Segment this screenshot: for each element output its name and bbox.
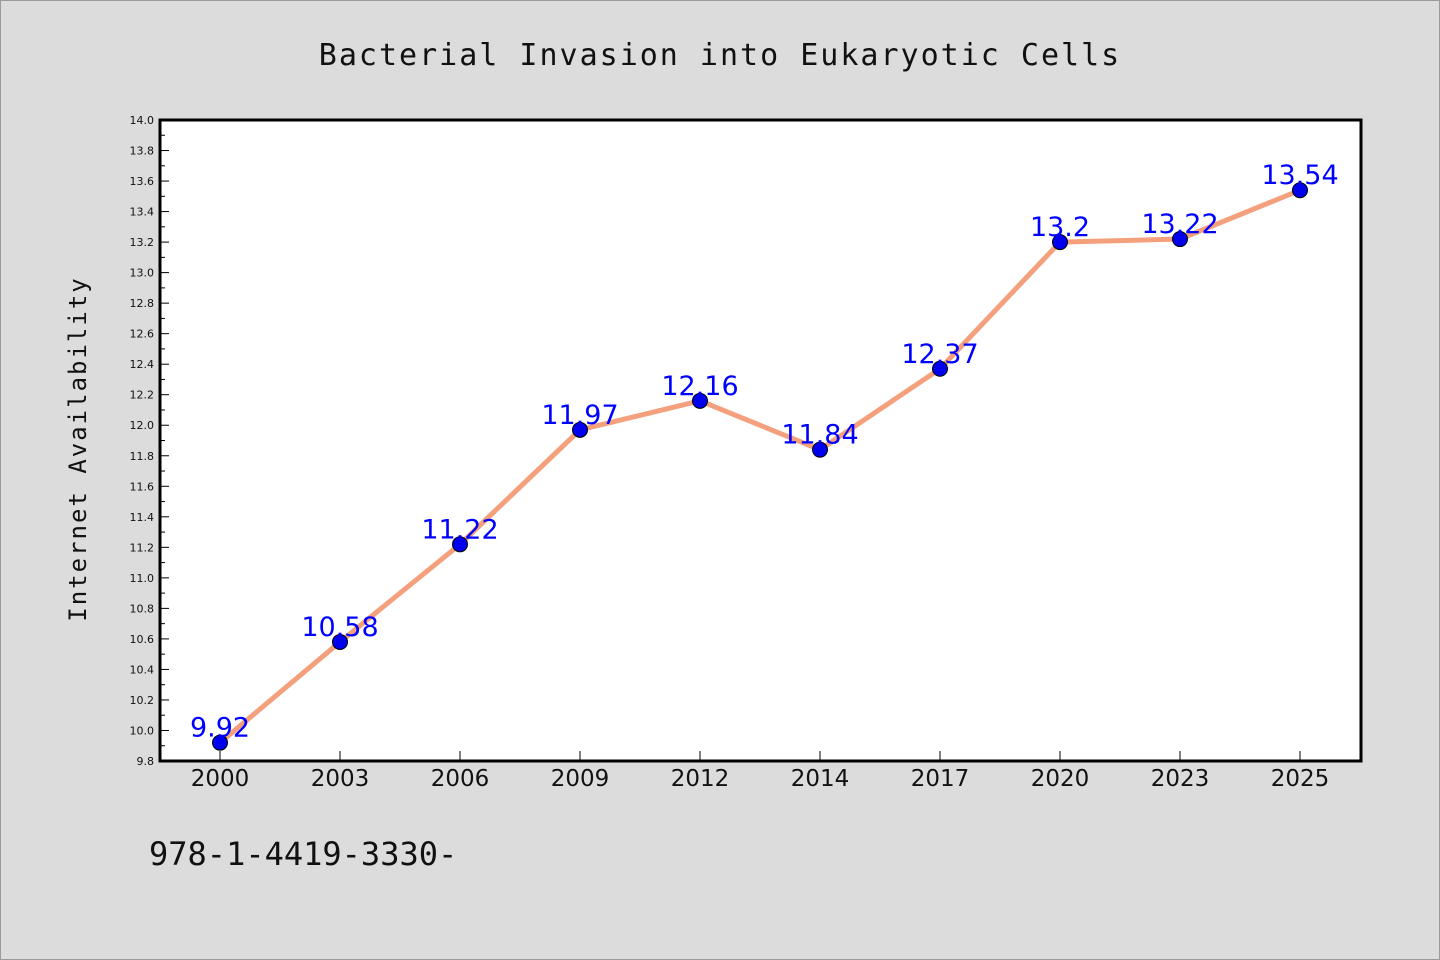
- y-tick-label: 12.8: [130, 297, 155, 310]
- data-point: [932, 360, 948, 377]
- y-tick-label: 10.6: [130, 633, 155, 646]
- data-point: [1172, 231, 1188, 248]
- x-tick-label: 2012: [671, 766, 730, 792]
- y-axis-label: Internet Availability: [64, 276, 92, 621]
- data-point: [1292, 182, 1308, 199]
- data-point: [812, 441, 828, 458]
- y-tick-label: 10.0: [130, 724, 155, 737]
- y-tick-label: 13.8: [130, 145, 155, 158]
- y-tick-label: 11.2: [130, 541, 155, 554]
- x-tick-label: 2003: [311, 766, 370, 792]
- data-label: 11.84: [781, 420, 858, 451]
- y-tick-label: 13.4: [130, 206, 155, 219]
- x-tick-label: 2014: [791, 766, 850, 792]
- y-tick-label: 12.6: [130, 328, 155, 341]
- series-line-group: [217, 187, 1303, 746]
- data-label: 11.97: [541, 400, 618, 431]
- series-line: [217, 187, 1303, 746]
- data-label: 12.37: [901, 339, 978, 370]
- x-tick-label: 2009: [551, 766, 610, 792]
- data-label: 12.16: [661, 371, 738, 402]
- y-tick-label: 12.2: [130, 389, 155, 402]
- x-tick-label: 2006: [431, 766, 490, 792]
- data-labels: 9.92 10.58 11.22 11.97 12.16 11.84 12.37 13.2 13…: [190, 160, 1339, 743]
- data-point: [452, 536, 468, 553]
- chart-title: Bacterial Invasion into Eukaryotic Cells: [319, 38, 1121, 73]
- y-tick-label: 13.0: [130, 267, 155, 280]
- data-point: [572, 421, 588, 438]
- y-tick-label: 10.2: [130, 694, 155, 707]
- data-label: 10.58: [301, 612, 378, 643]
- x-tick-label: 2020: [1031, 766, 1090, 792]
- data-point: [212, 734, 228, 751]
- x-axis-ticks: 2000 2003 2006 2009 2012 2014 2017 2020 2023 2025: [191, 751, 1330, 792]
- y-tick-label: 9.8: [137, 755, 155, 768]
- x-tick-label: 2025: [1271, 766, 1330, 792]
- plot-area: [158, 118, 1363, 763]
- data-label: 13.22: [1141, 209, 1218, 240]
- data-label: 9.92: [190, 713, 250, 744]
- y-tick-label: 10.4: [130, 663, 155, 676]
- y-axis-ticks: 9.8 10.0 10.2 10.4 10.6 10.8 11.0 11.2 11.4 11.6 1…: [130, 114, 169, 768]
- data-point: [692, 392, 708, 409]
- y-tick-label: 14.0: [130, 114, 155, 127]
- y-tick-label: 11.0: [130, 572, 155, 585]
- y-tick-label: 11.6: [130, 480, 155, 493]
- data-label: 11.22: [421, 514, 498, 545]
- footer-text: 978-1-4419-3330-: [149, 835, 457, 873]
- data-point: [332, 633, 348, 650]
- x-tick-label: 2000: [191, 766, 250, 792]
- data-markers: [212, 182, 1308, 751]
- data-label: 13.2: [1030, 212, 1090, 243]
- y-tick-label: 13.2: [130, 236, 155, 249]
- y-tick-label: 13.6: [130, 175, 155, 188]
- y-tick-label: 12.0: [130, 419, 155, 432]
- y-tick-label: 11.4: [130, 511, 155, 524]
- y-tick-label: 11.8: [130, 450, 155, 463]
- x-tick-label: 2017: [911, 766, 970, 792]
- data-point: [1052, 234, 1068, 251]
- y-tick-label: 10.8: [130, 602, 155, 615]
- data-label: 13.54: [1261, 160, 1338, 191]
- y-tick-label: 12.4: [130, 358, 155, 371]
- x-tick-label: 2023: [1151, 766, 1210, 792]
